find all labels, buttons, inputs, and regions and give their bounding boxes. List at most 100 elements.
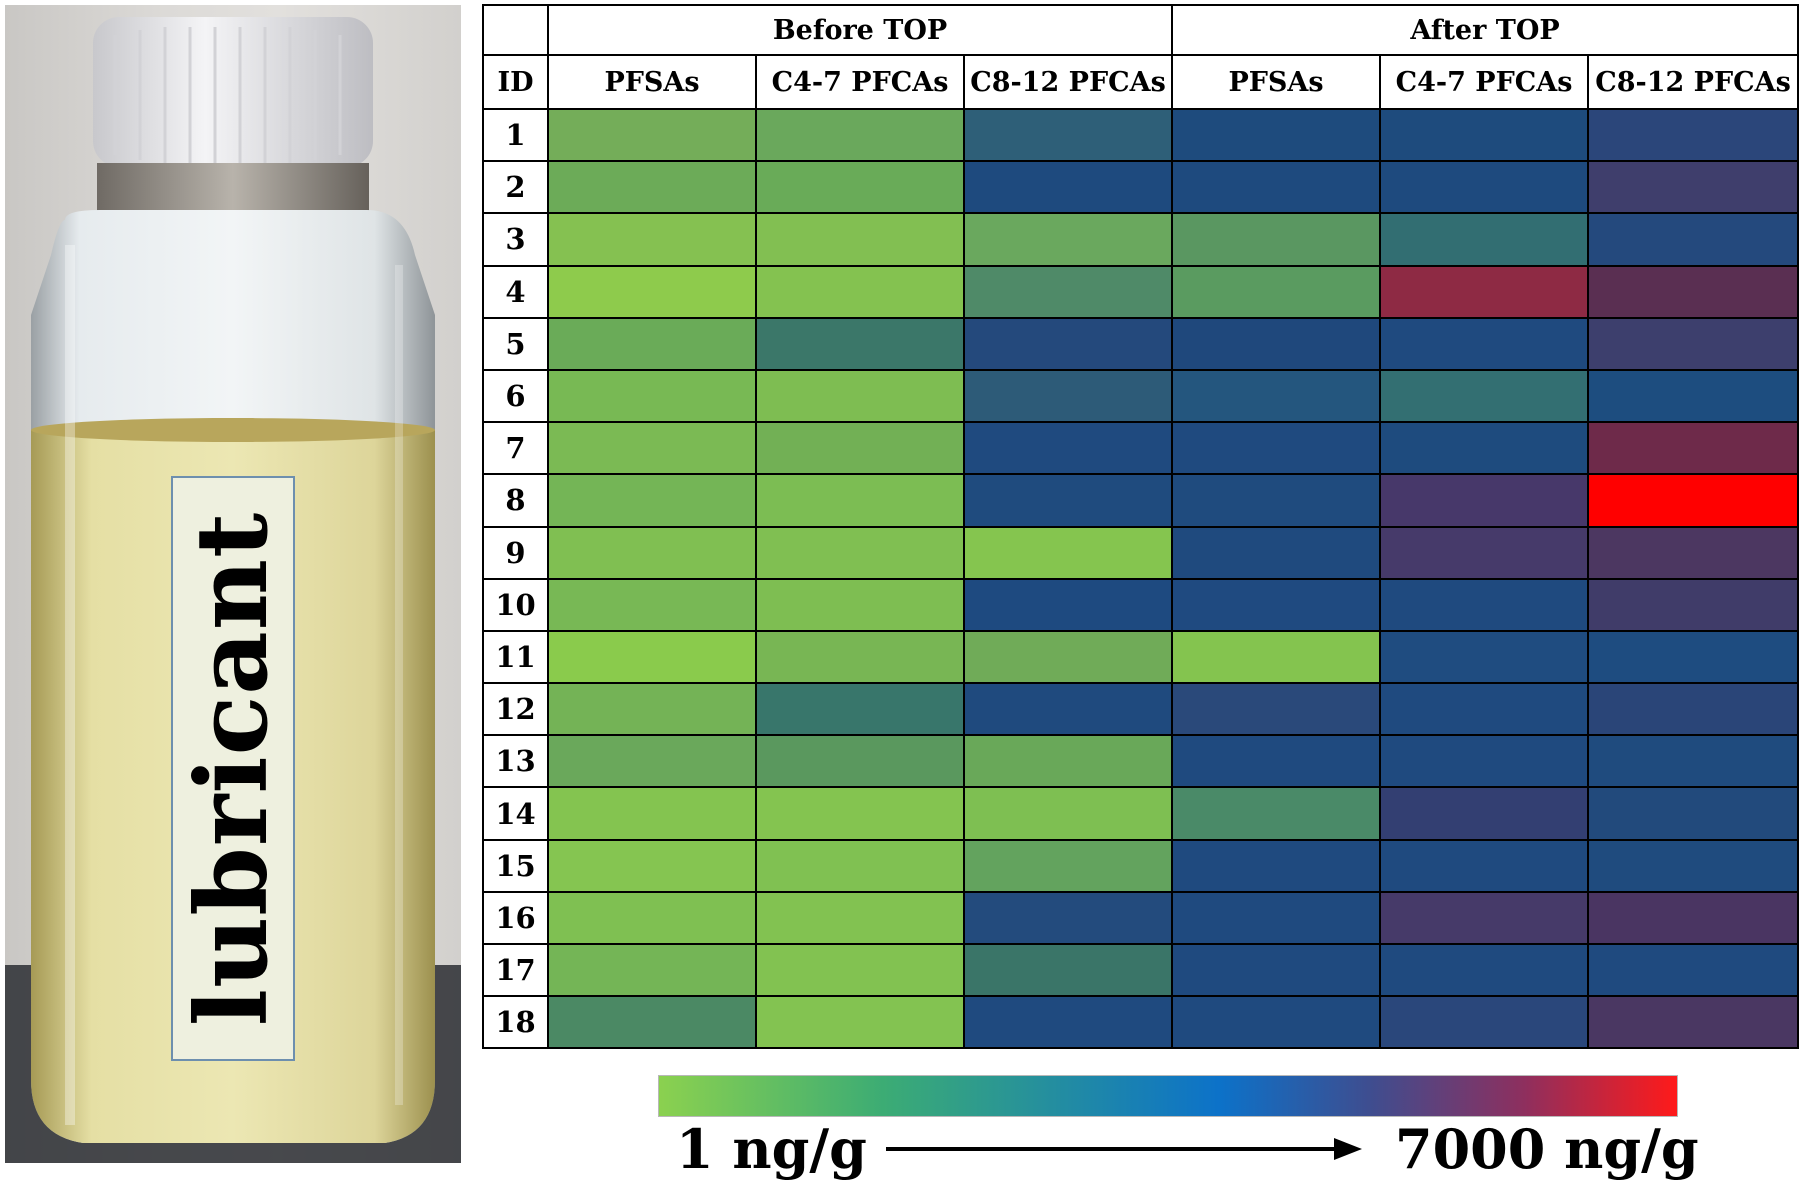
column-header: C8-12 PFCAs <box>963 54 1173 110</box>
heatmap-cell <box>755 421 965 476</box>
heatmap-cell <box>1379 942 1589 998</box>
heatmap-cell <box>547 421 757 476</box>
row-id-label: 4 <box>482 264 549 319</box>
heatmap-row: 16 <box>482 890 1800 946</box>
heatmap-cell <box>963 368 1173 424</box>
heatmap-cell <box>1171 264 1381 319</box>
heatmap-cell <box>1379 838 1589 893</box>
heatmap-cell <box>755 368 965 424</box>
heatmap-cell <box>1586 264 1800 319</box>
heatmap-cell <box>1379 368 1589 424</box>
heatmap-cell <box>1379 107 1589 163</box>
heatmap-row: 18 <box>482 995 1800 1050</box>
heatmap-body: 1 2 3 4 5 6 7 8 9 10 11 12 13 14 15 16 17 18 <box>482 107 1800 1050</box>
heatmap-cell <box>963 786 1173 841</box>
heatmap-cell <box>1586 212 1800 267</box>
heatmap-cell <box>963 995 1173 1050</box>
column-header: PFSAs <box>1171 54 1381 110</box>
row-id-label: 7 <box>482 421 549 476</box>
heatmap-cell <box>1171 421 1381 476</box>
row-id-label: 13 <box>482 734 549 789</box>
pfas-heatmap-table: Before TOP After TOP ID PFSAs C4-7 PFCAs C8… <box>482 4 1800 1050</box>
bottle-label: lubricant <box>171 476 295 1061</box>
heatmap-cell <box>963 838 1173 893</box>
row-id-label: 10 <box>482 577 549 632</box>
row-id-label: 12 <box>482 682 549 737</box>
heatmap-cell <box>1171 995 1381 1050</box>
heatmap-row: 15 <box>482 838 1800 893</box>
heatmap-cell <box>1379 212 1589 267</box>
heatmap-cell <box>1171 629 1381 685</box>
heatmap-cell <box>547 890 757 946</box>
heatmap-row: 11 <box>482 629 1800 685</box>
heatmap-cell <box>755 264 965 319</box>
row-id-header: ID <box>482 54 549 110</box>
column-group-header: Before TOP <box>547 4 1173 56</box>
heatmap-cell <box>963 473 1173 528</box>
heatmap-cell <box>963 160 1173 215</box>
heatmap-cell <box>1379 734 1589 789</box>
heatmap-cell <box>1171 682 1381 737</box>
heatmap-row: 12 <box>482 682 1800 737</box>
row-id-label: 1 <box>482 107 549 163</box>
heatmap-cell <box>755 473 965 528</box>
heatmap-cell <box>1171 942 1381 998</box>
heatmap-cell <box>547 734 757 789</box>
row-id-label: 18 <box>482 995 549 1050</box>
heatmap-cell <box>755 786 965 841</box>
heatmap-cell <box>1171 577 1381 632</box>
heatmap-cell <box>1379 577 1589 632</box>
row-id-label: 17 <box>482 942 549 998</box>
heatmap-cell <box>1586 316 1800 371</box>
row-id-label: 9 <box>482 525 549 580</box>
heatmap-cell <box>1586 629 1800 685</box>
heatmap-cell <box>963 682 1173 737</box>
heatmap-cell <box>1171 107 1381 163</box>
heatmap-row: 10 <box>482 577 1800 632</box>
heatmap-cell <box>963 316 1173 371</box>
heatmap-cell <box>547 264 757 319</box>
heatmap-cell <box>1379 316 1589 371</box>
row-id-label: 3 <box>482 212 549 267</box>
heatmap-cell <box>547 942 757 998</box>
color-scale-bar <box>658 1075 1678 1117</box>
column-header: C4-7 PFCAs <box>755 54 965 110</box>
heatmap-cell <box>547 838 757 893</box>
column-header: PFSAs <box>547 54 757 110</box>
heatmap-row: 2 <box>482 160 1800 215</box>
heatmap-cell <box>1586 890 1800 946</box>
heatmap-cell <box>1586 160 1800 215</box>
row-id-label: 2 <box>482 160 549 215</box>
heatmap-row: 14 <box>482 786 1800 841</box>
column-header: C4-7 PFCAs <box>1379 54 1589 110</box>
color-scale-min-label: 1 ng/g <box>676 1117 867 1181</box>
heatmap-cell <box>963 525 1173 580</box>
heatmap-cell <box>963 734 1173 789</box>
heatmap-cell <box>1171 368 1381 424</box>
heatmap-cell <box>755 316 965 371</box>
heatmap-cell <box>755 995 965 1050</box>
heatmap-cell <box>755 577 965 632</box>
heatmap-cell <box>1586 107 1800 163</box>
heatmap-cell <box>1586 525 1800 580</box>
heatmap-row: 6 <box>482 368 1800 424</box>
heatmap-cell <box>1586 786 1800 841</box>
column-header-row: ID PFSAs C4-7 PFCAs C8-12 PFCAs PFSAs C4-7 P… <box>482 54 1800 110</box>
heatmap-cell <box>963 890 1173 946</box>
heatmap-cell <box>1171 890 1381 946</box>
heatmap-cell <box>1379 629 1589 685</box>
heatmap-cell <box>547 786 757 841</box>
color-scale-max-label: 7000 ng/g <box>1395 1117 1699 1181</box>
heatmap-cell <box>1586 995 1800 1050</box>
heatmap-cell <box>1379 786 1589 841</box>
row-id-label: 11 <box>482 629 549 685</box>
heatmap-cell <box>547 368 757 424</box>
heatmap-row: 9 <box>482 525 1800 580</box>
heatmap-cell <box>1379 421 1589 476</box>
heatmap-cell <box>1171 525 1381 580</box>
heatmap-cell <box>755 890 965 946</box>
row-id-label: 8 <box>482 473 549 528</box>
heatmap-cell <box>755 525 965 580</box>
heatmap-cell <box>1586 473 1800 528</box>
row-id-label: 15 <box>482 838 549 893</box>
